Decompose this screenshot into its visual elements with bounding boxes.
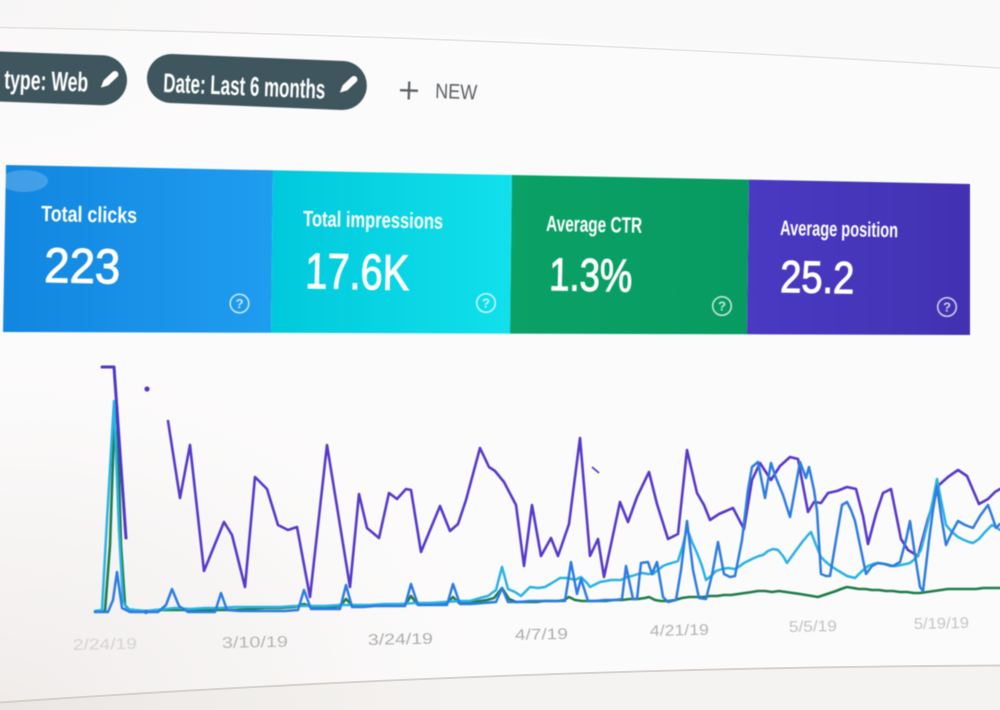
svg-text:4/21/19: 4/21/19 (650, 622, 709, 640)
svg-text:type: Web: type: Web (4, 65, 89, 98)
svg-text:?: ? (943, 300, 951, 315)
svg-text:?: ? (482, 296, 490, 311)
svg-text:3/24/19: 3/24/19 (368, 631, 433, 649)
svg-text:5/19/19: 5/19/19 (914, 615, 969, 633)
svg-text:NEW: NEW (435, 80, 478, 104)
svg-text:2/24/19: 2/24/19 (73, 636, 137, 654)
svg-text:5/5/19: 5/5/19 (789, 618, 837, 636)
svg-text:Average position: Average position (780, 217, 898, 242)
svg-text:Date: Last 6 months: Date: Last 6 months (163, 68, 326, 105)
svg-text:223: 223 (44, 239, 121, 294)
svg-text:Average CTR: Average CTR (546, 211, 643, 238)
svg-text:3/10/19: 3/10/19 (222, 634, 288, 652)
svg-text:25.2: 25.2 (780, 251, 855, 303)
svg-text:?: ? (235, 296, 243, 311)
svg-text:1.3%: 1.3% (549, 248, 633, 302)
svg-text:Total impressions: Total impressions (303, 206, 443, 234)
svg-text:17.6K: 17.6K (305, 243, 410, 301)
svg-text:Total clicks: Total clicks (41, 201, 137, 228)
svg-text:?: ? (718, 299, 726, 314)
svg-text:4/7/19: 4/7/19 (515, 626, 568, 644)
